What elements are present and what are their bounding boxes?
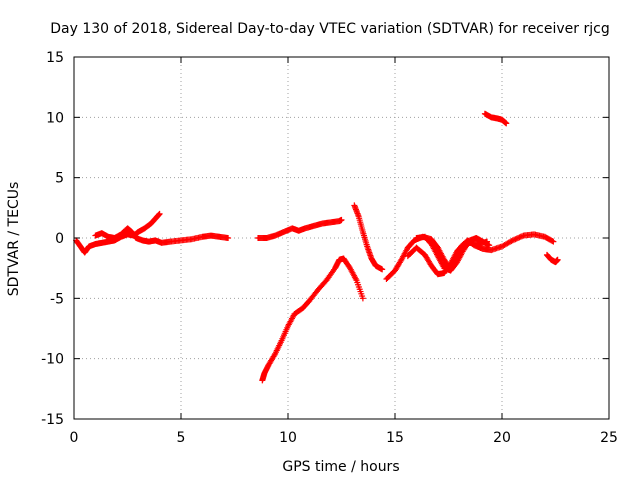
x-tick-label: 15 <box>386 430 404 446</box>
series-track-1 <box>73 210 163 256</box>
data-point <box>519 233 526 240</box>
data-point <box>511 236 518 243</box>
series-track-9 <box>481 110 510 127</box>
series-track-4 <box>259 255 366 384</box>
chart-title: Day 130 of 2018, Sidereal Day-to-day VTE… <box>50 21 609 37</box>
data-point <box>486 242 493 249</box>
data-point <box>515 235 522 241</box>
y-tick-label: 0 <box>55 231 64 247</box>
data-point <box>549 238 556 245</box>
data-point <box>271 352 278 359</box>
data-point <box>516 234 523 241</box>
y-tick-label: -10 <box>41 352 64 368</box>
data-point <box>503 120 510 127</box>
data-point <box>550 238 557 245</box>
x-tick-label: 5 <box>177 430 186 446</box>
data-point <box>359 295 366 302</box>
data-point <box>338 216 345 223</box>
x-tick-label: 0 <box>70 430 79 446</box>
x-tick-label: 10 <box>279 430 297 446</box>
series-track-3 <box>255 216 345 241</box>
x-axis-label: GPS time / hours <box>282 459 399 475</box>
data-point <box>517 233 524 240</box>
series-track-5 <box>351 202 386 273</box>
y-tick-label: -5 <box>50 291 64 307</box>
data-point <box>379 266 386 273</box>
data-point <box>512 236 519 243</box>
data-point <box>513 235 520 242</box>
series-track-10 <box>543 251 561 266</box>
y-axis-label: SDTVAR / TECUs <box>6 182 22 297</box>
x-tick-label: 25 <box>600 430 618 446</box>
axis-ticks: 0 5 10 15 20 25 -15 -10 -5 0 5 10 15 <box>41 50 618 446</box>
y-tick-label: 10 <box>46 110 64 126</box>
series-track-2 <box>92 225 232 246</box>
x-tick-label: 20 <box>493 430 511 446</box>
data-point <box>225 235 232 241</box>
data-point <box>508 238 515 245</box>
y-tick-label: -15 <box>41 412 64 428</box>
y-tick-label: 15 <box>46 50 64 66</box>
y-tick-label: 5 <box>55 171 64 187</box>
data-point <box>509 237 516 244</box>
series-track-8 <box>413 233 493 274</box>
data-point <box>156 210 163 217</box>
data-point <box>554 256 561 263</box>
data-markers <box>73 110 561 384</box>
